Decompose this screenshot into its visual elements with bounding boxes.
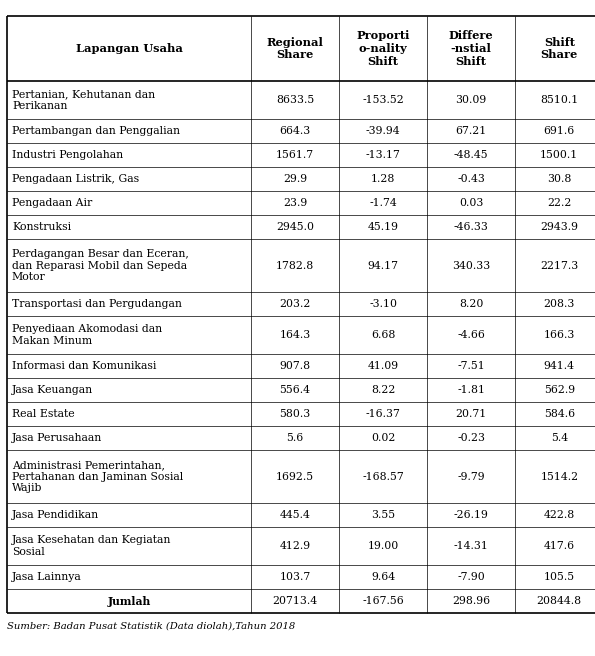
Text: 0.02: 0.02: [371, 434, 395, 443]
Text: -0.43: -0.43: [458, 174, 485, 184]
Text: Differe
-nstial
Shift: Differe -nstial Shift: [449, 30, 494, 67]
Text: 1.28: 1.28: [371, 174, 395, 184]
Text: 30.09: 30.09: [456, 95, 487, 105]
Text: -168.57: -168.57: [362, 472, 404, 482]
Text: 41.09: 41.09: [368, 361, 399, 371]
Text: 23.9: 23.9: [283, 198, 307, 209]
Text: Lapangan Usaha: Lapangan Usaha: [76, 43, 183, 54]
Text: 67.21: 67.21: [456, 126, 487, 136]
Text: Perdagangan Besar dan Eceran,
dan Reparasi Mobil dan Sepeda
Motor: Perdagangan Besar dan Eceran, dan Repara…: [12, 249, 189, 282]
Text: Real Estate: Real Estate: [12, 409, 74, 419]
Text: 5.4: 5.4: [551, 434, 568, 443]
Text: 2945.0: 2945.0: [276, 222, 314, 232]
Text: 105.5: 105.5: [544, 572, 575, 583]
Text: 584.6: 584.6: [544, 409, 575, 419]
Text: 580.3: 580.3: [280, 409, 311, 419]
Text: 20844.8: 20844.8: [537, 596, 582, 606]
Text: -1.74: -1.74: [369, 198, 397, 209]
Text: 907.8: 907.8: [280, 361, 311, 371]
Text: Pengadaan Listrik, Gas: Pengadaan Listrik, Gas: [12, 174, 139, 184]
Text: 6.68: 6.68: [371, 330, 395, 340]
Text: 5.6: 5.6: [287, 434, 303, 443]
Text: 9.64: 9.64: [371, 572, 395, 583]
Text: 166.3: 166.3: [544, 330, 575, 340]
Text: 20713.4: 20713.4: [273, 596, 318, 606]
Text: 1561.7: 1561.7: [276, 150, 314, 160]
Text: 19.00: 19.00: [368, 541, 399, 551]
Text: -13.17: -13.17: [366, 150, 400, 160]
Text: Konstruksi: Konstruksi: [12, 222, 71, 232]
Text: -167.56: -167.56: [362, 596, 404, 606]
Text: 1500.1: 1500.1: [540, 150, 578, 160]
Text: Jasa Keuangan: Jasa Keuangan: [12, 385, 93, 396]
Text: -48.45: -48.45: [454, 150, 488, 160]
Text: Pertanian, Kehutanan dan
Perikanan: Pertanian, Kehutanan dan Perikanan: [12, 89, 155, 111]
Text: 208.3: 208.3: [544, 298, 575, 308]
Text: 20.71: 20.71: [456, 409, 487, 419]
Text: 340.33: 340.33: [452, 260, 490, 270]
Text: Pertambangan dan Penggalian: Pertambangan dan Penggalian: [12, 126, 180, 136]
Text: -46.33: -46.33: [454, 222, 488, 232]
Text: Sumber: Badan Pusat Statistik (Data diolah),Tahun 2018: Sumber: Badan Pusat Statistik (Data diol…: [7, 621, 295, 630]
Text: -1.81: -1.81: [457, 385, 486, 396]
Text: 422.8: 422.8: [544, 510, 575, 520]
Text: Jasa Lainnya: Jasa Lainnya: [12, 572, 82, 583]
Text: 556.4: 556.4: [280, 385, 311, 396]
Text: Penyediaan Akomodasi dan
Makan Minum: Penyediaan Akomodasi dan Makan Minum: [12, 324, 162, 346]
Text: -153.52: -153.52: [362, 95, 404, 105]
Text: -7.90: -7.90: [458, 572, 485, 583]
Text: 562.9: 562.9: [544, 385, 575, 396]
Text: -39.94: -39.94: [366, 126, 400, 136]
Text: 2217.3: 2217.3: [540, 260, 578, 270]
Text: Administrasi Pemerintahan,
Pertahanan dan Jaminan Sosial
Wajib: Administrasi Pemerintahan, Pertahanan da…: [12, 460, 183, 493]
Text: Shift
Share: Shift Share: [541, 37, 578, 60]
Text: -9.79: -9.79: [458, 472, 485, 482]
Text: -0.23: -0.23: [457, 434, 486, 443]
Text: 417.6: 417.6: [544, 541, 575, 551]
Text: 29.9: 29.9: [283, 174, 307, 184]
Text: 1782.8: 1782.8: [276, 260, 314, 270]
Text: 1514.2: 1514.2: [540, 472, 578, 482]
Text: 691.6: 691.6: [544, 126, 575, 136]
Text: 941.4: 941.4: [544, 361, 575, 371]
Text: 22.2: 22.2: [547, 198, 571, 209]
Text: 1692.5: 1692.5: [276, 472, 314, 482]
Text: 203.2: 203.2: [280, 298, 311, 308]
Text: Industri Pengolahan: Industri Pengolahan: [12, 150, 123, 160]
Text: Regional
Share: Regional Share: [267, 37, 324, 60]
Text: 45.19: 45.19: [368, 222, 399, 232]
Text: Jasa Kesehatan dan Kegiatan
Sosial: Jasa Kesehatan dan Kegiatan Sosial: [12, 535, 171, 557]
Text: -26.19: -26.19: [454, 510, 488, 520]
Text: 664.3: 664.3: [280, 126, 311, 136]
Text: Pengadaan Air: Pengadaan Air: [12, 198, 92, 209]
Text: -4.66: -4.66: [458, 330, 485, 340]
Text: 412.9: 412.9: [280, 541, 311, 551]
Text: Informasi dan Komunikasi: Informasi dan Komunikasi: [12, 361, 156, 371]
Text: 298.96: 298.96: [452, 596, 490, 606]
Text: 8.22: 8.22: [371, 385, 395, 396]
Text: 2943.9: 2943.9: [540, 222, 578, 232]
Text: -16.37: -16.37: [366, 409, 400, 419]
Text: 30.8: 30.8: [547, 174, 571, 184]
Text: 8633.5: 8633.5: [276, 95, 314, 105]
Text: 0.03: 0.03: [459, 198, 483, 209]
Text: Jasa Perusahaan: Jasa Perusahaan: [12, 434, 102, 443]
Text: -14.31: -14.31: [454, 541, 488, 551]
Text: 8.20: 8.20: [459, 298, 483, 308]
Text: Transportasi dan Pergudangan: Transportasi dan Pergudangan: [12, 298, 182, 308]
Text: 164.3: 164.3: [280, 330, 311, 340]
Text: 3.55: 3.55: [371, 510, 395, 520]
Text: 94.17: 94.17: [368, 260, 399, 270]
Text: Jasa Pendidikan: Jasa Pendidikan: [12, 510, 99, 520]
Text: Jumlah: Jumlah: [108, 596, 151, 607]
Text: 8510.1: 8510.1: [540, 95, 578, 105]
Text: Proporti
o-nality
Shift: Proporti o-nality Shift: [356, 30, 410, 67]
Text: -7.51: -7.51: [458, 361, 485, 371]
Text: -3.10: -3.10: [369, 298, 397, 308]
Text: 103.7: 103.7: [280, 572, 311, 583]
Text: 445.4: 445.4: [280, 510, 311, 520]
